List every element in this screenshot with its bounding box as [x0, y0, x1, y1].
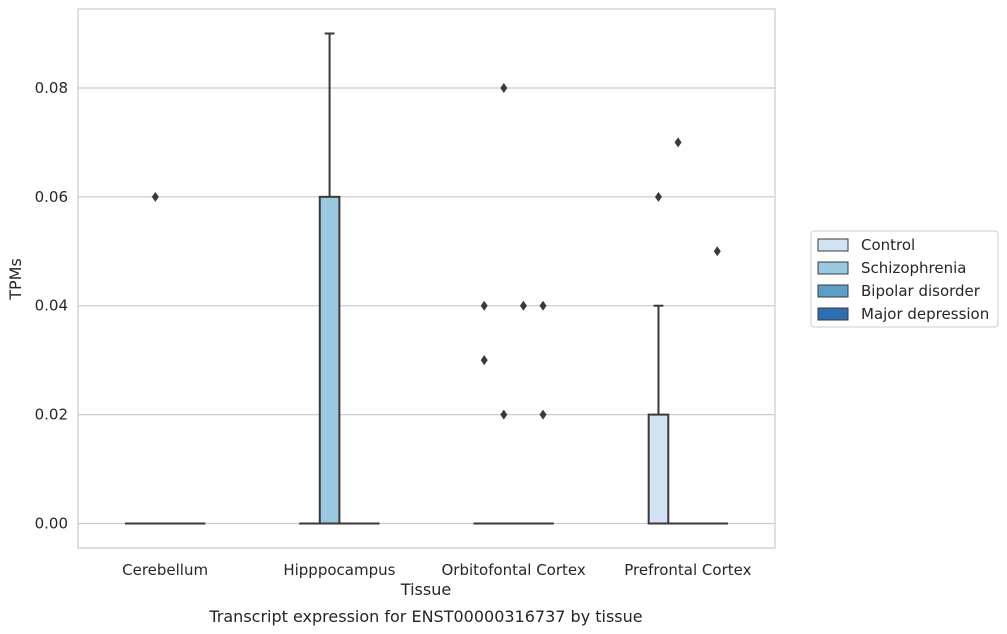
x-tick-label: Cerebellum — [122, 561, 208, 579]
y-axis-label: TPMs — [6, 258, 25, 301]
x-tick-labels: Cerebellum Hipppocampus Orbitofontal Corte… — [122, 561, 751, 579]
legend-label: Bipolar disorder — [861, 282, 981, 300]
box-body — [647, 413, 670, 525]
y-tick-label: 0.04 — [35, 297, 68, 315]
box-control — [647, 191, 670, 525]
chart-caption: Transcript expression for ENST0000031673… — [208, 607, 642, 626]
legend-label: Schizophrenia — [861, 259, 966, 277]
y-tick-label: 0.08 — [35, 79, 68, 97]
outlier-point — [480, 300, 488, 311]
legend-swatch — [817, 238, 849, 252]
outlier-point — [654, 191, 662, 202]
box-schizophrenia — [318, 32, 341, 525]
x-tick-label: Orbitofontal Cortex — [442, 561, 586, 579]
box-schizophrenia — [493, 82, 515, 525]
outlier-point — [674, 137, 682, 148]
outlier-point — [519, 300, 527, 311]
outlier-point — [713, 246, 721, 257]
box-major-depression — [706, 246, 729, 525]
y-tick-label: 0.02 — [35, 406, 68, 424]
box-major-depression — [532, 300, 554, 525]
legend-swatch — [817, 307, 849, 321]
legend-swatch — [817, 261, 849, 275]
outlier-point — [500, 82, 508, 93]
legend-swatch — [817, 284, 849, 298]
x-axis-label: Tissue — [400, 580, 451, 599]
plot-frame — [77, 8, 776, 549]
legend: Control Schizophrenia Bipolar disorder Majo… — [810, 230, 999, 328]
box-groups — [124, 32, 729, 525]
legend-frame — [810, 230, 999, 328]
outlier-point — [539, 300, 547, 311]
box-bipolar-disorder — [512, 300, 535, 525]
outlier-point — [151, 191, 159, 202]
box-body — [318, 195, 341, 525]
legend-label: Major depression — [861, 305, 989, 323]
y-tick-label: 0.06 — [35, 188, 68, 206]
x-tick-label: Hipppocampus — [283, 561, 395, 579]
y-tick-labels: 0.00 0.02 0.04 0.06 0.08 — [35, 79, 68, 533]
outlier-point — [500, 409, 508, 420]
outlier-point — [539, 409, 547, 420]
y-tick-label: 0.00 — [35, 515, 68, 533]
x-tick-label: Prefrontal Cortex — [624, 561, 751, 579]
plot-background — [78, 9, 775, 548]
outlier-point — [480, 355, 488, 366]
legend-label: Control — [861, 236, 915, 254]
